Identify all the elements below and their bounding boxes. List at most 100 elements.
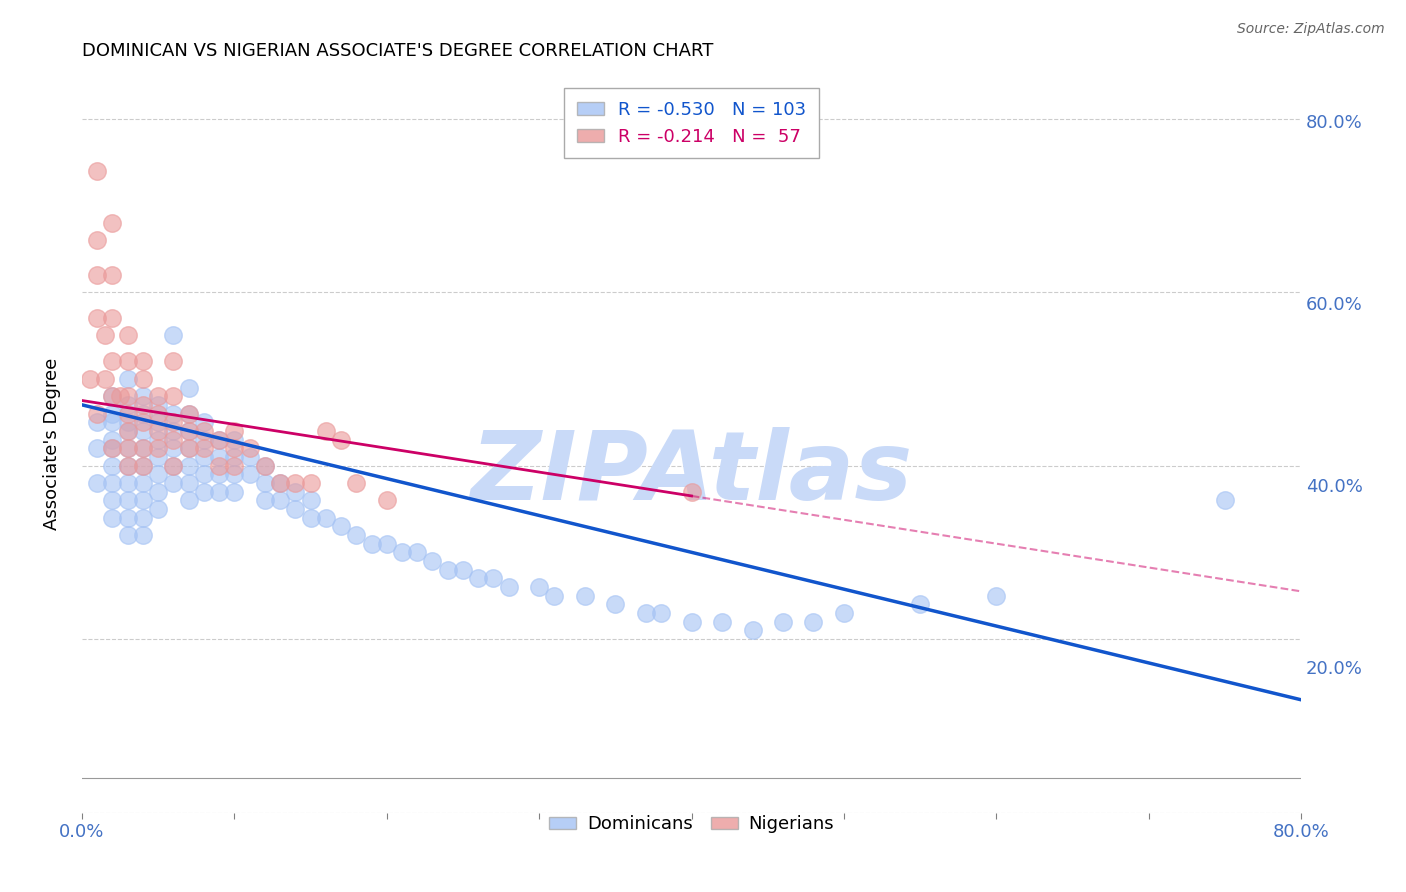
Point bbox=[101, 389, 124, 403]
Point bbox=[117, 398, 139, 412]
Point bbox=[132, 475, 155, 490]
Point bbox=[101, 268, 124, 282]
Point bbox=[193, 441, 215, 455]
Point bbox=[79, 372, 101, 386]
Point bbox=[117, 475, 139, 490]
Point bbox=[101, 354, 124, 368]
Point bbox=[101, 389, 124, 403]
Point bbox=[284, 475, 307, 490]
Point bbox=[681, 615, 703, 629]
Point bbox=[101, 441, 124, 455]
Point bbox=[451, 563, 474, 577]
Legend: Dominicans, Nigerians: Dominicans, Nigerians bbox=[538, 805, 845, 844]
Point bbox=[146, 450, 169, 464]
Point bbox=[101, 415, 124, 429]
Point bbox=[146, 433, 169, 447]
Point bbox=[117, 407, 139, 421]
Point bbox=[406, 545, 429, 559]
Point bbox=[101, 311, 124, 326]
Point bbox=[86, 475, 108, 490]
Point bbox=[436, 563, 458, 577]
Point bbox=[117, 354, 139, 368]
Point bbox=[146, 484, 169, 499]
Point bbox=[117, 441, 139, 455]
Point bbox=[208, 450, 231, 464]
Point bbox=[101, 216, 124, 230]
Text: Source: ZipAtlas.com: Source: ZipAtlas.com bbox=[1237, 22, 1385, 37]
Point bbox=[832, 606, 855, 620]
Point bbox=[284, 484, 307, 499]
Point bbox=[224, 458, 246, 473]
Point bbox=[177, 458, 200, 473]
Point bbox=[162, 475, 184, 490]
Point bbox=[132, 441, 155, 455]
Point bbox=[117, 528, 139, 542]
Point bbox=[224, 450, 246, 464]
Point bbox=[117, 424, 139, 438]
Point bbox=[299, 493, 322, 508]
Point bbox=[239, 441, 262, 455]
Point bbox=[574, 589, 596, 603]
Point bbox=[224, 424, 246, 438]
Point bbox=[330, 433, 353, 447]
Point bbox=[162, 415, 184, 429]
Point bbox=[117, 424, 139, 438]
Point bbox=[177, 380, 200, 394]
Point bbox=[208, 467, 231, 482]
Point bbox=[117, 458, 139, 473]
Point bbox=[224, 433, 246, 447]
Point bbox=[253, 475, 276, 490]
Point bbox=[146, 502, 169, 516]
Text: ZIPAtlas: ZIPAtlas bbox=[471, 427, 912, 520]
Point bbox=[146, 441, 169, 455]
Point bbox=[224, 484, 246, 499]
Point bbox=[162, 328, 184, 343]
Point bbox=[101, 433, 124, 447]
Point bbox=[284, 502, 307, 516]
Point bbox=[253, 458, 276, 473]
Point bbox=[101, 493, 124, 508]
Point bbox=[543, 589, 565, 603]
Point bbox=[117, 458, 139, 473]
Point bbox=[208, 484, 231, 499]
Point bbox=[375, 493, 398, 508]
Point bbox=[177, 475, 200, 490]
Point bbox=[177, 424, 200, 438]
Point bbox=[391, 545, 413, 559]
Point bbox=[94, 328, 117, 343]
Point bbox=[162, 389, 184, 403]
Point bbox=[162, 354, 184, 368]
Point bbox=[132, 389, 155, 403]
Point bbox=[177, 407, 200, 421]
Point bbox=[741, 624, 763, 638]
Point bbox=[162, 441, 184, 455]
Point bbox=[269, 493, 291, 508]
Point bbox=[360, 536, 382, 550]
Point bbox=[193, 484, 215, 499]
Point bbox=[117, 415, 139, 429]
Text: DOMINICAN VS NIGERIAN ASSOCIATE'S DEGREE CORRELATION CHART: DOMINICAN VS NIGERIAN ASSOCIATE'S DEGREE… bbox=[82, 42, 713, 60]
Point bbox=[101, 458, 124, 473]
Point bbox=[86, 311, 108, 326]
Point bbox=[375, 536, 398, 550]
Point bbox=[117, 389, 139, 403]
Point bbox=[132, 407, 155, 421]
Point bbox=[162, 424, 184, 438]
Point bbox=[132, 354, 155, 368]
Point bbox=[650, 606, 672, 620]
Point bbox=[177, 424, 200, 438]
Point bbox=[86, 233, 108, 247]
Point bbox=[239, 467, 262, 482]
Point bbox=[117, 328, 139, 343]
Point bbox=[467, 571, 489, 585]
Point bbox=[117, 372, 139, 386]
Point bbox=[193, 415, 215, 429]
Point bbox=[146, 407, 169, 421]
Y-axis label: Associate's Degree: Associate's Degree bbox=[44, 358, 60, 530]
Point bbox=[208, 458, 231, 473]
Point bbox=[101, 475, 124, 490]
Point bbox=[193, 424, 215, 438]
Point bbox=[132, 510, 155, 524]
Point bbox=[269, 475, 291, 490]
Point bbox=[908, 598, 931, 612]
